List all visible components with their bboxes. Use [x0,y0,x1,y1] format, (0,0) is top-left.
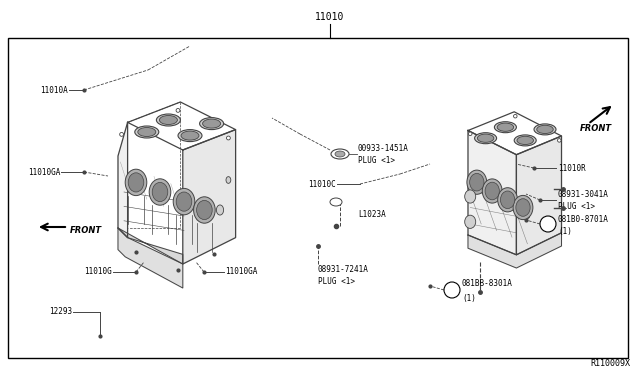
Text: FRONT: FRONT [70,225,102,234]
Ellipse shape [176,192,192,211]
Ellipse shape [537,125,553,134]
Polygon shape [468,131,516,255]
Circle shape [227,136,230,140]
Circle shape [540,216,556,232]
Polygon shape [118,122,127,238]
Ellipse shape [331,149,349,159]
Text: 11010A: 11010A [40,86,68,94]
Text: 00933-1451A: 00933-1451A [358,144,409,153]
Circle shape [120,132,124,136]
Ellipse shape [500,191,515,209]
Ellipse shape [465,190,476,203]
Circle shape [468,132,472,135]
Polygon shape [118,228,183,264]
Text: B: B [449,288,454,292]
Ellipse shape [467,170,486,194]
Text: 08931-3041A: 08931-3041A [558,189,609,199]
Bar [8,38,628,358]
Text: (1): (1) [462,294,476,302]
Ellipse shape [149,179,171,205]
Polygon shape [516,136,561,255]
Circle shape [176,109,180,112]
Ellipse shape [335,151,345,157]
Text: PLUG <1>: PLUG <1> [558,202,595,211]
Ellipse shape [483,179,502,203]
Ellipse shape [159,115,177,125]
Ellipse shape [181,131,199,140]
Text: 11010GA: 11010GA [28,167,60,176]
Ellipse shape [465,215,476,228]
Text: 08931-7241A: 08931-7241A [318,266,369,275]
Text: R110009X: R110009X [590,359,630,368]
Text: 11010C: 11010C [308,180,336,189]
Ellipse shape [226,177,231,183]
Text: 11010: 11010 [316,12,345,22]
Circle shape [444,282,460,298]
Text: 12293: 12293 [49,308,72,317]
Polygon shape [468,233,561,268]
Text: 11010R: 11010R [558,164,586,173]
Text: PLUG <1>: PLUG <1> [318,278,355,286]
Polygon shape [118,228,183,288]
Ellipse shape [152,182,168,202]
Ellipse shape [497,123,514,131]
Ellipse shape [138,128,156,137]
Ellipse shape [470,173,484,191]
Text: PLUG <1>: PLUG <1> [358,155,395,164]
Ellipse shape [477,134,494,142]
Ellipse shape [330,198,342,206]
Ellipse shape [200,118,223,129]
Ellipse shape [498,188,518,212]
Ellipse shape [517,136,534,145]
Ellipse shape [173,188,195,215]
Ellipse shape [178,129,202,142]
Ellipse shape [194,197,215,223]
Polygon shape [183,129,236,264]
Ellipse shape [494,122,516,133]
Ellipse shape [196,201,212,219]
Text: 081B0-8701A: 081B0-8701A [558,215,609,224]
Ellipse shape [156,114,180,126]
Text: L1023A: L1023A [358,209,386,218]
Ellipse shape [203,119,221,128]
Circle shape [557,139,561,142]
Text: 11010G: 11010G [84,267,112,276]
Text: 11010GA: 11010GA [225,267,257,276]
Text: 081BB-8301A: 081BB-8301A [462,279,513,289]
Ellipse shape [125,169,147,196]
Ellipse shape [135,126,159,138]
Ellipse shape [516,199,530,216]
Text: (1): (1) [558,227,572,235]
Ellipse shape [534,124,556,135]
Ellipse shape [514,135,536,146]
Circle shape [513,115,517,118]
Ellipse shape [475,133,497,144]
Text: FRONT: FRONT [580,124,612,132]
Ellipse shape [485,182,499,200]
Ellipse shape [216,205,223,215]
Ellipse shape [513,195,533,219]
Text: B: B [545,221,550,227]
Ellipse shape [128,173,144,192]
